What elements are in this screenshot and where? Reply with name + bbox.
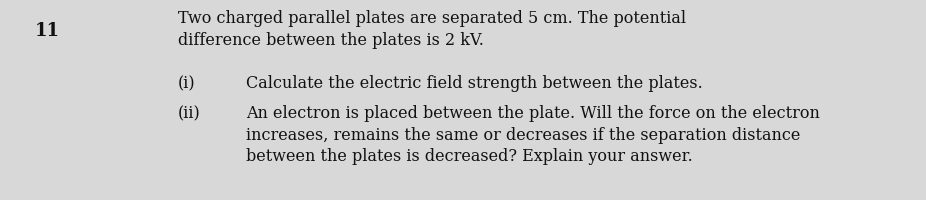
- Text: Calculate the electric field strength between the plates.: Calculate the electric field strength be…: [246, 75, 703, 92]
- Text: (ii): (ii): [178, 104, 201, 121]
- Text: Two charged parallel plates are separated 5 cm. The potential
difference between: Two charged parallel plates are separate…: [178, 10, 686, 48]
- Text: (i): (i): [178, 75, 195, 92]
- Text: An electron is placed between the plate. Will the force on the electron
increase: An electron is placed between the plate.…: [246, 104, 820, 164]
- Text: 11: 11: [35, 22, 60, 40]
